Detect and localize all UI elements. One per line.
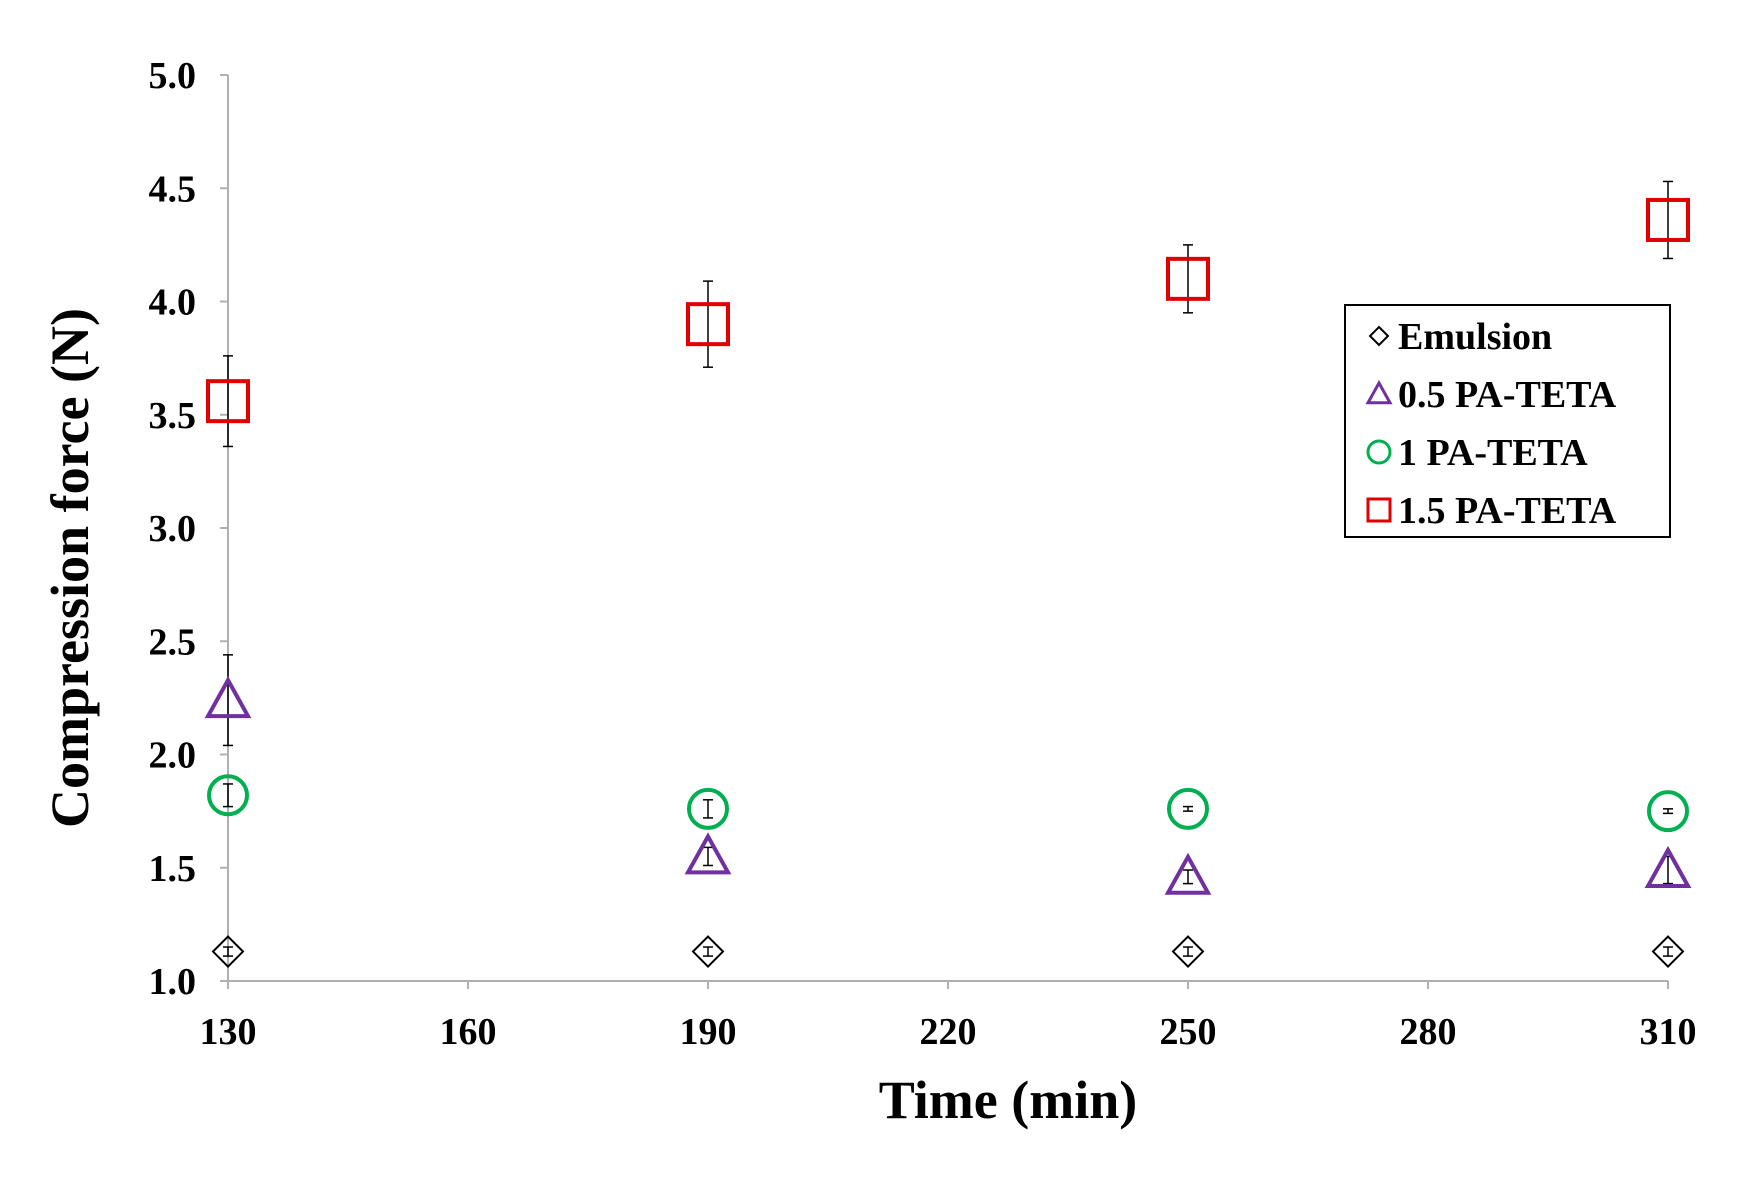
data-point-0-5-pa-teta bbox=[1644, 845, 1692, 889]
error-bar-emulsion bbox=[1183, 946, 1193, 957]
legend-item-1-pa-teta: 1 PA-TETA bbox=[1366, 432, 1588, 474]
x-tick-label: 220 bbox=[920, 1011, 977, 1053]
data-point-emulsion bbox=[1171, 935, 1205, 968]
error-bar-1-5-pa-teta bbox=[1663, 180, 1673, 260]
x-tick-label: 190 bbox=[680, 1011, 737, 1053]
y-tick-label: 3.5 bbox=[149, 395, 197, 437]
x-tick-label: 160 bbox=[440, 1011, 497, 1053]
error-bar-0-5-pa-teta bbox=[223, 654, 233, 747]
error-bar-emulsion bbox=[223, 946, 233, 957]
data-point-1-5-pa-teta bbox=[1646, 197, 1690, 242]
x-tick-label: 130 bbox=[200, 1011, 257, 1053]
legend-item-1-5-pa-teta: 1.5 PA-TETA bbox=[1366, 490, 1617, 532]
error-bar-1-pa-teta bbox=[223, 783, 233, 808]
y-tick-label: 1.0 bbox=[149, 961, 197, 1003]
data-point-1-5-pa-teta bbox=[686, 302, 730, 347]
data-point-1-pa-teta bbox=[207, 774, 249, 817]
y-tick-label: 2.5 bbox=[149, 621, 197, 663]
y-tick-label: 5.0 bbox=[149, 55, 197, 97]
axes: 1.0 1.5 2.0 2.5 3.0 3.5 4.0 4.5 5.0 130 160 190 220… bbox=[149, 55, 1697, 1053]
y-tick-label: 4.0 bbox=[149, 282, 197, 324]
y-tick-label: 3.0 bbox=[149, 508, 197, 550]
legend-marker bbox=[1365, 379, 1393, 405]
legend-item-emulsion: Emulsion bbox=[1368, 316, 1552, 358]
legend-label: 1.5 PA-TETA bbox=[1398, 490, 1617, 532]
legend-box bbox=[1344, 304, 1671, 538]
markers bbox=[204, 197, 1692, 968]
y-tick-label: 1.5 bbox=[149, 848, 197, 890]
data-point-1-5-pa-teta bbox=[1166, 256, 1210, 301]
legend-label: Emulsion bbox=[1398, 316, 1552, 358]
error-bar-0-5-pa-teta bbox=[1663, 855, 1673, 885]
error-bar-emulsion bbox=[1663, 946, 1673, 957]
data-point-1-pa-teta bbox=[1167, 787, 1209, 830]
legend-label: 0.5 PA-TETA bbox=[1398, 374, 1617, 416]
data-point-emulsion bbox=[211, 935, 245, 968]
legend: Emulsion 0.5 PA-TETA 1 PA-TETA 1.5 PA-TETA bbox=[1344, 304, 1671, 538]
error-bar-1-pa-teta bbox=[703, 799, 713, 819]
x-tick-label: 310 bbox=[1640, 1011, 1697, 1053]
y-tick-label: 2.0 bbox=[149, 735, 197, 777]
data-point-0-5-pa-teta bbox=[204, 676, 252, 719]
error-bar-1-pa-teta bbox=[1663, 808, 1673, 815]
legend-marker bbox=[1366, 439, 1392, 465]
data-point-1-pa-teta bbox=[687, 787, 729, 830]
error-bar-0-5-pa-teta bbox=[1183, 869, 1193, 885]
error-bar-0-5-pa-teta bbox=[703, 846, 713, 867]
error-bar-1-5-pa-teta bbox=[703, 280, 713, 368]
error-bar-emulsion bbox=[703, 946, 713, 957]
data-point-0-5-pa-teta bbox=[1164, 852, 1212, 895]
x-ticks: 130 160 190 220 250 280 310 bbox=[200, 981, 1697, 1053]
legend-marker bbox=[1368, 325, 1390, 347]
data-point-emulsion bbox=[691, 935, 725, 968]
error-bar-1-5-pa-teta bbox=[1183, 244, 1193, 314]
data-point-1-5-pa-teta bbox=[206, 379, 250, 424]
y-ticks: 1.0 1.5 2.0 2.5 3.0 3.5 4.0 4.5 5.0 bbox=[149, 55, 228, 1003]
x-axis-title: Time (min) bbox=[879, 1070, 1137, 1130]
x-tick-label: 280 bbox=[1400, 1011, 1457, 1053]
data-point-1-pa-teta bbox=[1647, 790, 1689, 833]
x-tick-label: 250 bbox=[1160, 1011, 1217, 1053]
error-bar-1-pa-teta bbox=[1183, 805, 1193, 812]
data-point-0-5-pa-teta bbox=[684, 832, 732, 875]
y-tick-label: 4.5 bbox=[149, 168, 197, 210]
y-axis-title: Compression force (N) bbox=[40, 308, 100, 828]
error-bars bbox=[223, 180, 1673, 957]
legend-item-0-5-pa-teta: 0.5 PA-TETA bbox=[1365, 374, 1617, 416]
data-point-emulsion bbox=[1651, 935, 1685, 968]
legend-marker bbox=[1366, 497, 1392, 523]
legend-label: 1 PA-TETA bbox=[1398, 432, 1588, 474]
error-bar-1-5-pa-teta bbox=[223, 355, 233, 448]
